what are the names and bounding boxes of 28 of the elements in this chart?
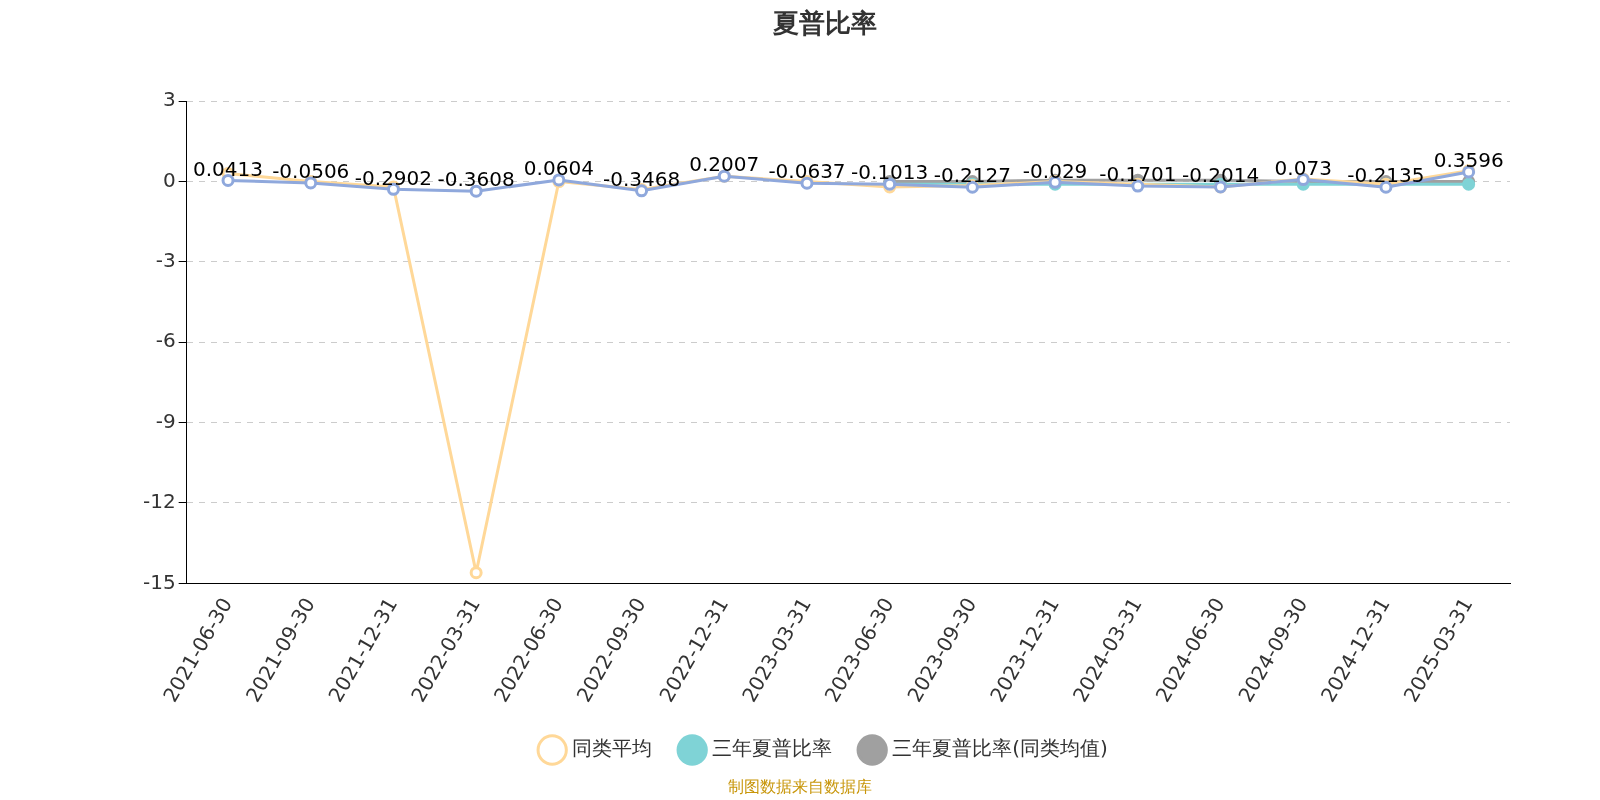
chart-title: 夏普比率 [772, 8, 877, 39]
y-tick-label: -6 [155, 328, 176, 353]
data-label: 0.073 [1274, 155, 1332, 180]
data-label: -0.2014 [1181, 163, 1260, 188]
text: 制图数据来自数据库 [728, 777, 872, 797]
data-label: -0.2135 [1347, 163, 1425, 188]
data-label: 0.0413 [193, 156, 264, 181]
legend-label: 三年夏普比率 [712, 736, 833, 761]
data-label: 0.2007 [689, 152, 760, 177]
y-tick-label: 0 [162, 167, 176, 192]
data-label: -0.0637 [768, 159, 846, 184]
y-tick-label: -3 [155, 248, 176, 273]
y-tick-label: 3 [162, 87, 176, 112]
data-label: -0.0506 [272, 159, 350, 184]
y-tick-label: -9 [155, 408, 176, 433]
data-label: -0.2127 [933, 163, 1011, 188]
data-label: 0.3596 [1433, 148, 1504, 173]
data-label: 0.0604 [523, 156, 594, 181]
y-tick-label: -12 [142, 489, 176, 514]
data-label: -0.3468 [602, 167, 681, 192]
data-label: -0.1013 [851, 160, 929, 185]
legend-label: 三年夏普比率(同类均值) [892, 736, 1108, 761]
data-label: -0.029 [1022, 158, 1088, 183]
data-label: -0.3608 [437, 167, 515, 192]
legend-label: 同类平均 [572, 736, 653, 761]
data-label: -0.1701 [1099, 162, 1177, 187]
data-label: -0.2902 [354, 165, 433, 190]
y-tick-label: -15 [142, 569, 176, 594]
